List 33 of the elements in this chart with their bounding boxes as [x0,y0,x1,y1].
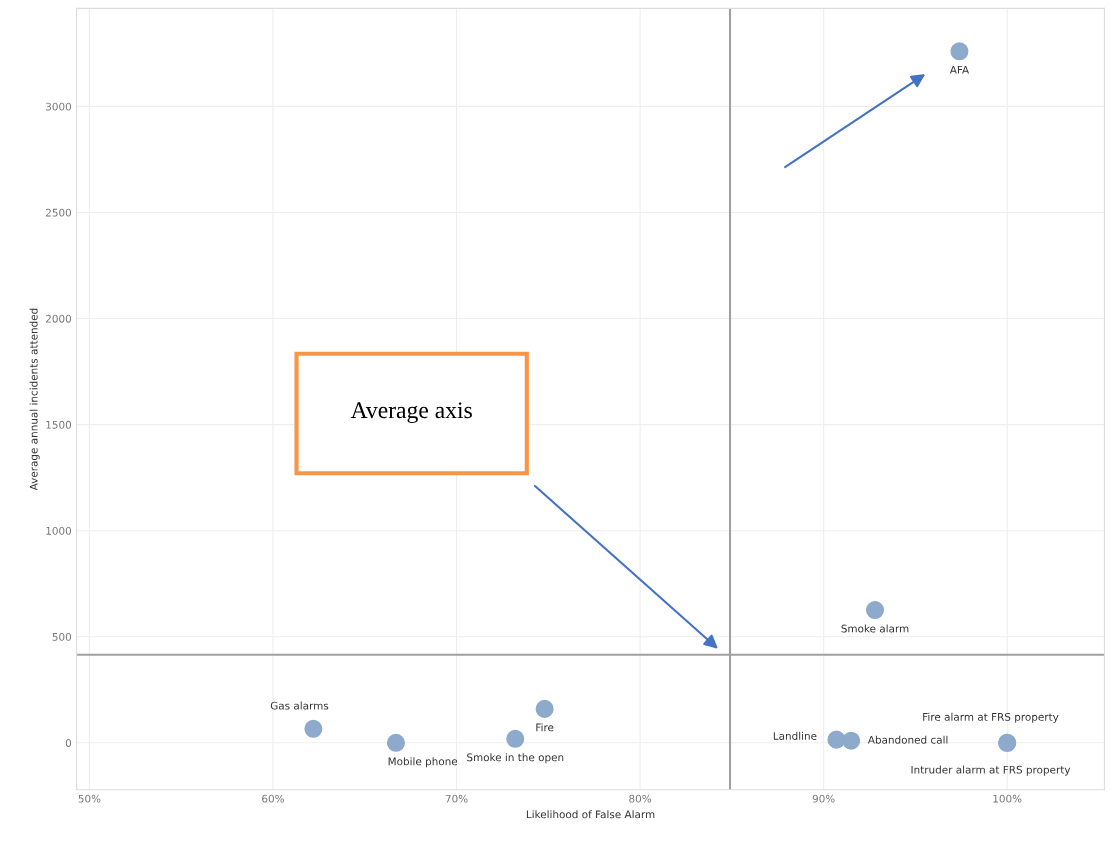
y-axis-title: Average annual incidents attended [29,308,40,491]
series-label: Landline [773,731,817,740]
series-label: AFA [949,65,970,74]
y-tick-label: 500 [52,632,72,641]
x-tick-label: 90% [812,794,835,803]
x-tick-label: 50% [78,794,101,803]
x-tick-label: 80% [629,794,652,803]
y-tick-label: 1000 [46,526,72,535]
series-label: Gas alarms [270,701,329,710]
series-label: Mobile phone [388,757,458,768]
series-label: Fire [536,723,554,732]
point [865,600,885,620]
text: Fire alarm at FRS property [923,712,1059,723]
y-tick-label: 1500 [46,420,72,429]
point [842,731,861,750]
series-label: Abandoned call [867,735,948,744]
text: Intruder alarm at FRS property [911,765,1071,776]
series-label: Smoke alarm [841,624,909,633]
annotation: Average axis [350,402,472,424]
x-tick-label: 100% [993,794,1022,803]
point [506,729,525,748]
series-label: Smoke in the open [467,753,564,764]
x-axis-title: Likelihood of False Alarm [526,810,655,819]
x-tick-label: 70% [445,794,468,803]
point [950,42,969,61]
y-tick-label: 2500 [45,208,72,217]
y-tick-label: 0 [65,739,72,747]
point [535,699,554,718]
point [386,733,405,752]
x-tick-label: 60% [262,794,284,803]
point [304,719,323,738]
y-tick-label: 3000 [46,102,72,111]
y-tick-label: 2000 [45,314,72,323]
